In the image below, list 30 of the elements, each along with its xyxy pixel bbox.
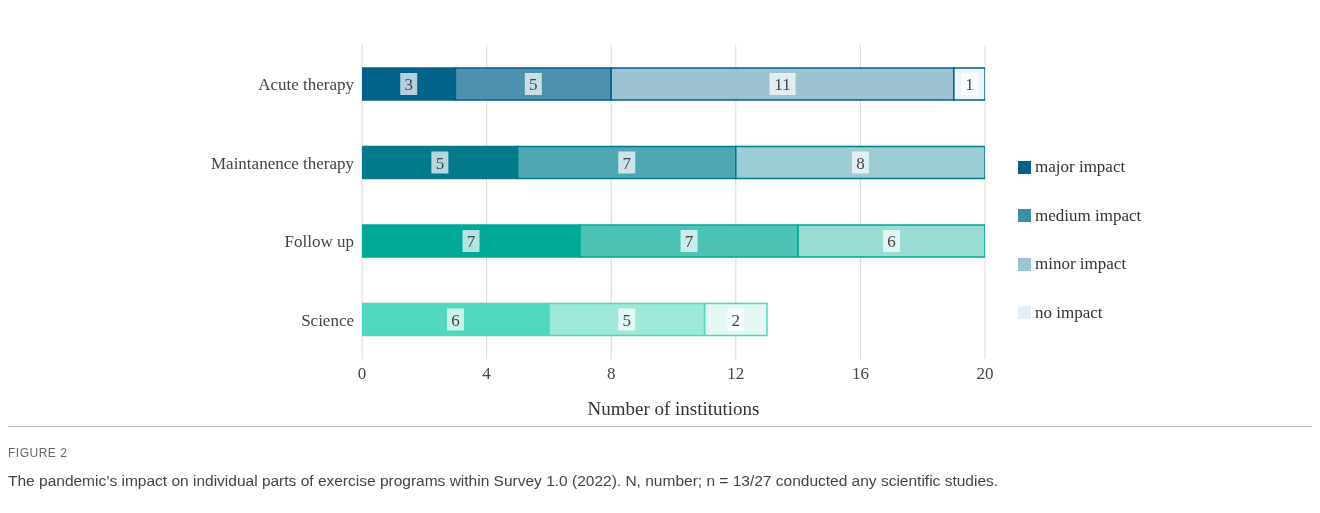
data-label: 7 bbox=[622, 153, 632, 173]
x-tick-label: 12 bbox=[727, 364, 745, 384]
caption: FIGURE 2 bbox=[8, 446, 68, 460]
x-axis-title: Number of institutions bbox=[587, 398, 760, 419]
y-tick-label: Follow up bbox=[284, 232, 354, 252]
data-label: 11 bbox=[774, 75, 791, 94]
data-label: 8 bbox=[856, 153, 865, 173]
x-tick-label: 4 bbox=[482, 364, 492, 384]
data-label: 2 bbox=[731, 310, 741, 330]
y-tick-label: Science bbox=[301, 310, 354, 330]
y-tick-label: Acute therapy bbox=[258, 75, 355, 95]
x-tick-label: 0 bbox=[357, 364, 367, 384]
data-label: 6 bbox=[887, 232, 896, 251]
data-label: 1 bbox=[965, 75, 974, 94]
x-tick-label: 20 bbox=[976, 364, 994, 384]
data-label: 5 bbox=[622, 310, 632, 330]
y-tick-label: Maintanence therapy bbox=[210, 153, 355, 173]
legend-label: medium impact bbox=[1035, 205, 1142, 226]
data-label: 7 bbox=[466, 232, 476, 251]
text: The pandemic’s impact on individual parts of exercise programs within Survey 1.0 (2022). N, number; n = 13/27 conducted any scientific studies. bbox=[8, 472, 999, 490]
data-label: 5 bbox=[529, 75, 538, 94]
x-tick-label: 16 bbox=[851, 364, 869, 384]
legend-label: major impact bbox=[1035, 157, 1126, 178]
data-label: 5 bbox=[435, 153, 445, 173]
legend-label: no impact bbox=[1035, 302, 1103, 323]
data-label: 7 bbox=[684, 232, 694, 251]
data-label: 6 bbox=[451, 310, 460, 330]
legend-label: minor impact bbox=[1035, 254, 1127, 275]
x-tick-label: 8 bbox=[606, 364, 616, 384]
data-label: 3 bbox=[404, 75, 413, 94]
